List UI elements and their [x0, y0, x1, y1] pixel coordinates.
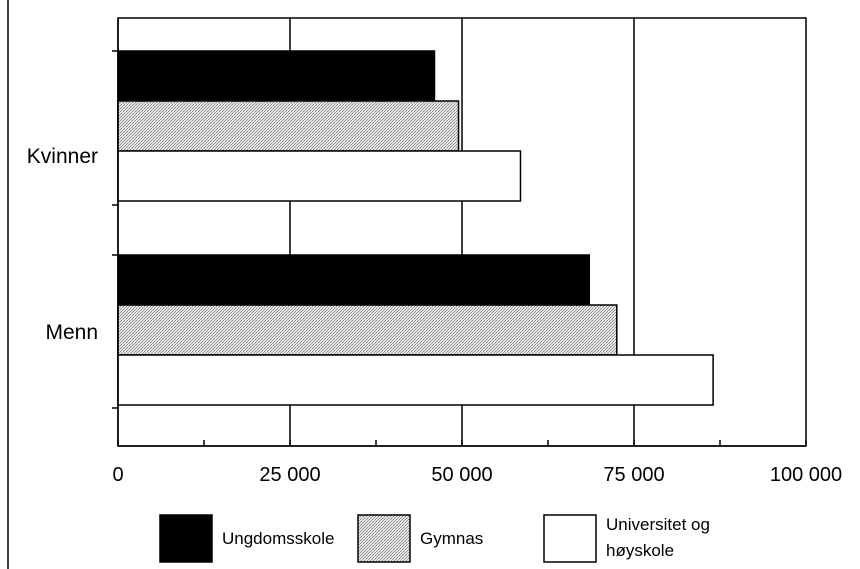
legend-label-3-line-1: Universitet og [606, 515, 710, 534]
legend-swatch-1 [159, 514, 213, 563]
bar-menn-3 [117, 354, 714, 406]
x-tick-label-0: 0 [112, 464, 123, 486]
legend-label-2: Gymnas [420, 529, 483, 548]
x-tick-label-1: 25 000 [259, 464, 320, 486]
bar-menn-1 [117, 254, 591, 306]
x-tick-label-2: 50 000 [431, 464, 492, 486]
legend-label-1: Ungdomsskole [222, 529, 334, 548]
legend-swatch-2 [357, 514, 411, 563]
bar-kvinner-3 [117, 150, 522, 202]
x-tick-label-4: 100 000 [770, 464, 842, 486]
bar-kvinner-2 [117, 100, 460, 152]
bar-kvinner-1 [117, 50, 436, 102]
bar-menn-2 [117, 304, 618, 356]
category-label-kvinner: Kvinner [27, 145, 98, 168]
category-label-menn: Menn [45, 321, 98, 344]
legend-swatch-3 [543, 514, 597, 563]
legend-label-3-line-2: høyskole [606, 541, 674, 560]
x-tick-label-3: 75 000 [603, 464, 664, 486]
